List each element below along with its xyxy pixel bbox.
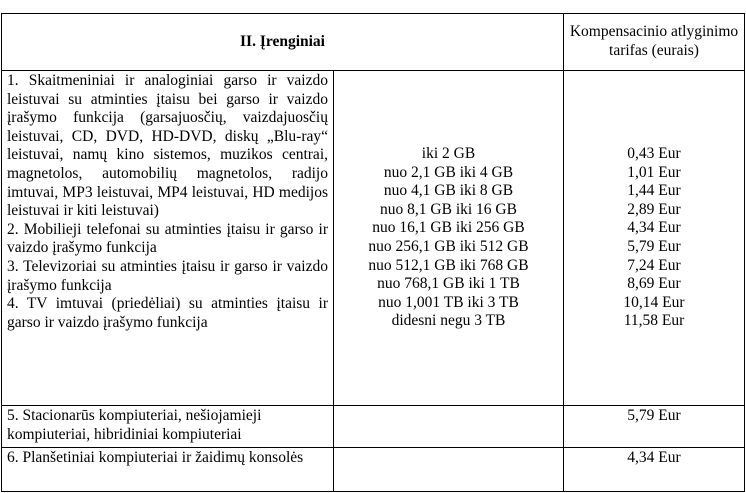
device-item: 5. Stacionarūs kompiuteriai, nešiojamiej…	[1, 405, 334, 448]
tariff-cell: 0,43 Eur 1,01 Eur 1,44 Eur 2,89 Eur 4,34…	[563, 70, 745, 406]
tariff: 8,69 Eur	[627, 275, 681, 293]
capacity: nuo 16,1 GB iki 256 GB	[372, 219, 525, 237]
capacity: iki 2 GB	[421, 145, 476, 163]
tariff-table: II. Įrenginiai Kompensacinio atlyginimo …	[1, 13, 745, 492]
devices-cell: 1. Skaitmeniniai ir analoginiai garso ir…	[1, 70, 334, 406]
capacity: nuo 1,001 TB iki 3 TB	[378, 293, 519, 311]
capacity: nuo 768,1 GB iki 1 TB	[377, 275, 520, 293]
tariff: 0,43 Eur	[627, 145, 681, 163]
tariff: 5,79 Eur	[563, 405, 745, 448]
table-row: 5. Stacionarūs kompiuteriai, nešiojamiej…	[1, 405, 745, 448]
tariff: 1,01 Eur	[627, 163, 681, 181]
capacity: nuo 512,1 GB iki 768 GB	[368, 256, 529, 274]
tariff: 2,89 Eur	[627, 200, 681, 218]
tariff: 10,14 Eur	[623, 293, 685, 311]
capacity: nuo 4,1 GB iki 8 GB	[383, 182, 514, 200]
table-header-row: II. Įrenginiai Kompensacinio atlyginimo …	[1, 13, 745, 71]
capacity: nuo 8,1 GB iki 16 GB	[380, 200, 517, 218]
empty-cell	[333, 447, 564, 492]
empty-cell	[333, 405, 564, 448]
tariff: 1,44 Eur	[627, 182, 681, 200]
tariff: 4,34 Eur	[563, 447, 745, 492]
capacity-cell: iki 2 GB nuo 2,1 GB iki 4 GB nuo 4,1 GB …	[333, 70, 564, 406]
capacity: didesni negu 3 TB	[391, 312, 506, 330]
tariff: 5,79 Eur	[627, 238, 681, 255]
device-item: 2. Mobilieji telefonai su atminties įtai…	[7, 220, 328, 257]
device-item: 1. Skaitmeniniai ir analoginiai garso ir…	[7, 72, 328, 220]
device-item: 4. TV imtuvai (priedėliai) su atminties …	[7, 295, 328, 331]
capacity: nuo 2,1 GB iki 4 GB	[383, 163, 514, 181]
table-row: 6. Planšetiniai kompiuteriai ir žaidimų …	[1, 447, 745, 492]
device-item: 6. Planšetiniai kompiuteriai ir žaidimų …	[1, 447, 334, 492]
device-item: 3. Televizoriai su atminties įtaisu ir g…	[7, 257, 328, 294]
table-row: 1. Skaitmeniniai ir analoginiai garso ir…	[1, 70, 745, 406]
tariff: 4,34 Eur	[627, 219, 681, 237]
tariff: 11,58 Eur	[623, 312, 685, 330]
header-tariff: Kompensacinio atlyginimo tarifas (eurais…	[563, 13, 745, 71]
tariff: 7,24 Eur	[627, 256, 681, 274]
header-devices: II. Įrenginiai	[1, 13, 564, 71]
capacity: nuo 256,1 GB iki 512 GB	[368, 238, 529, 255]
